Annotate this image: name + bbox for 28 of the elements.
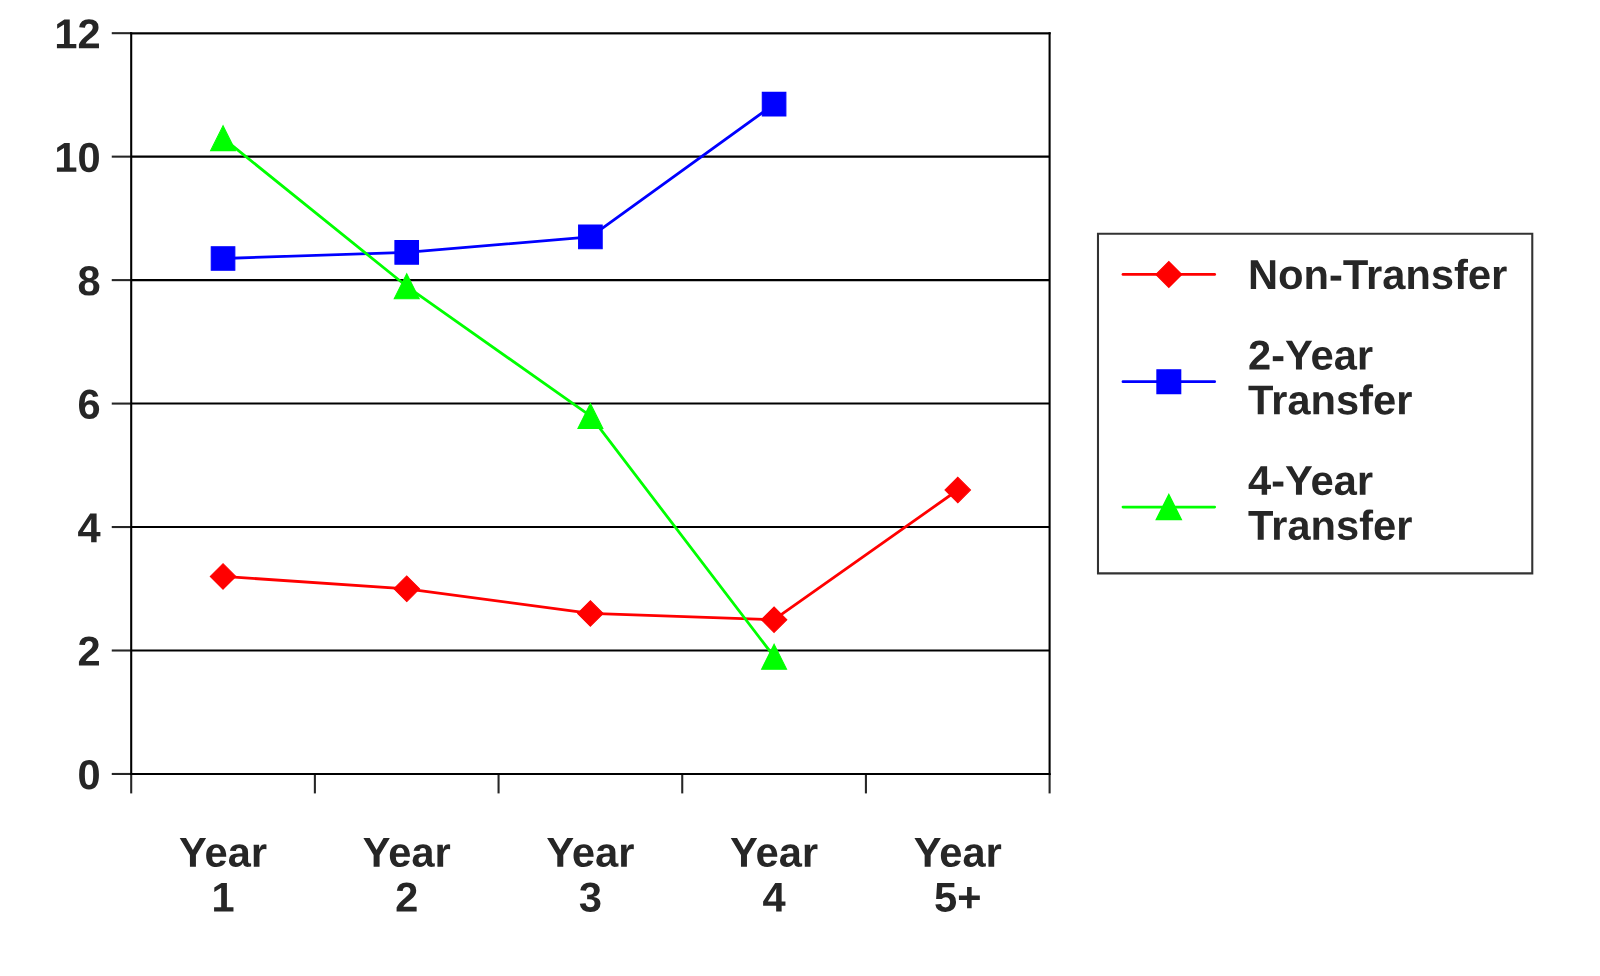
point (761, 91, 787, 117)
point (393, 273, 420, 300)
y-tick-label: 2 (78, 636, 99, 666)
legend-label: Non-Transfer (1250, 258, 1507, 290)
point (578, 224, 603, 250)
x-tick-label: Year 4 (730, 838, 818, 912)
y-tick-label: 12 (56, 19, 99, 49)
point (761, 643, 788, 670)
x-tick-label: Year 3 (547, 838, 634, 913)
x-tick-label: Year 5+ (914, 838, 1002, 912)
y-tick-label: 8 (78, 266, 100, 296)
point (393, 575, 421, 603)
point (760, 606, 788, 633)
y-tick-label: 10 (56, 142, 99, 173)
point (577, 402, 604, 429)
point (210, 125, 237, 152)
x-tick-label: Year 2 (363, 838, 451, 912)
point (394, 240, 420, 265)
point (209, 563, 237, 590)
point (210, 246, 236, 271)
y-tick-label: 6 (79, 389, 100, 420)
legend-label: 2-Year Transfer (1248, 340, 1412, 415)
point (944, 476, 972, 504)
y-tick-label: 4 (78, 513, 101, 543)
point (577, 600, 604, 627)
x-tick-label: Year 1 (179, 838, 267, 912)
legend-label: 4-Year Transfer (1248, 466, 1412, 541)
y-tick-label: 0 (79, 759, 99, 790)
